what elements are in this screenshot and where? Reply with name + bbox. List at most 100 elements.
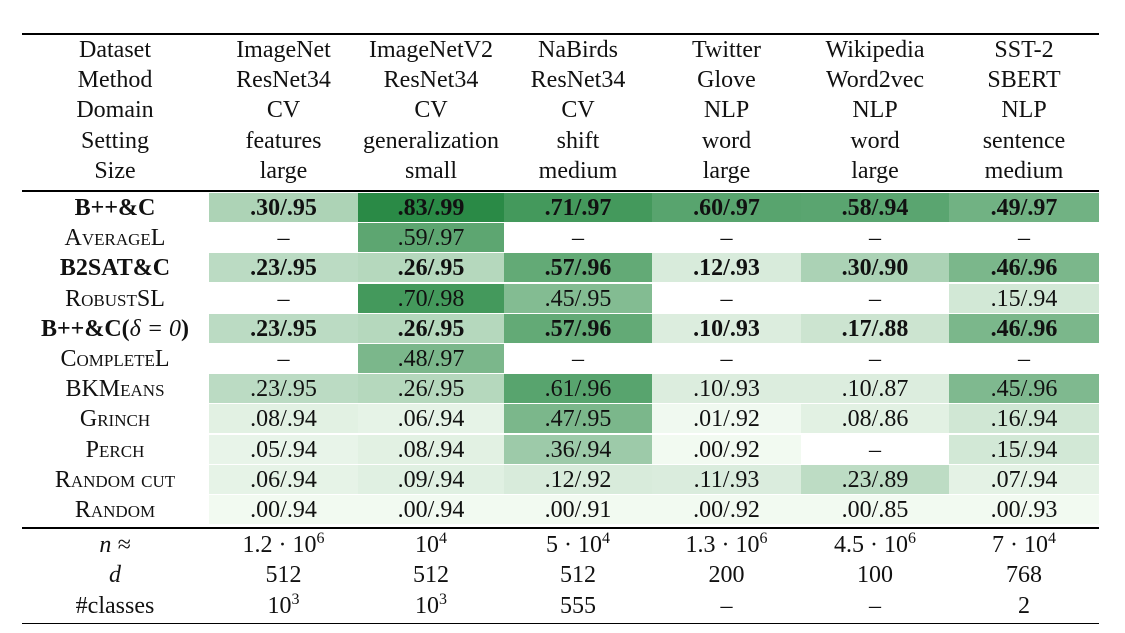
score-cell: .23/.95	[209, 313, 358, 343]
score-cell: .11/.93	[652, 464, 801, 494]
header-cell: NLP	[852, 97, 898, 124]
method-name-text: B2SAT&C	[59, 255, 171, 282]
footer-value: 10	[415, 592, 439, 619]
header-cell: ResNet34	[383, 67, 479, 94]
footer-cell: 4.5 · 106	[801, 530, 949, 560]
score-cell: –	[869, 285, 881, 312]
method-name-text: B++&C	[74, 195, 156, 221]
method-name: AverageL	[22, 223, 208, 253]
score-cell: .23/.89	[801, 464, 949, 494]
footer-cell: –	[801, 591, 949, 621]
header-cell: ImageNetV2	[369, 37, 493, 63]
footer-value: 10	[267, 592, 292, 619]
footer-cell: 200	[652, 560, 801, 590]
method-param: δ = 0	[129, 315, 182, 342]
footer-cell: 100	[801, 560, 949, 590]
score-cell: –	[720, 225, 733, 252]
footer-cell: 1.3 · 106	[652, 530, 801, 560]
footer-cell: 512	[504, 560, 652, 590]
method-name-text: B++&C(	[40, 315, 130, 342]
footer-cell: –	[652, 591, 801, 621]
table-row: RobustSL – .70/.98.45/.95 – – .15/.94	[22, 283, 1099, 314]
method-name-text: Grinch	[79, 406, 151, 433]
header-cell: features	[245, 127, 322, 154]
header-cell: Glove	[697, 67, 756, 94]
score-cell: .30/.95	[209, 193, 358, 222]
score-cell: .49/.97	[949, 193, 1099, 222]
method-name: Perch	[22, 435, 208, 465]
method-name: Random	[22, 495, 208, 525]
footer-exponent: 6	[908, 530, 916, 548]
body-rule	[22, 527, 1099, 529]
score-cell: –	[869, 346, 881, 372]
footer-cell: 2	[949, 591, 1099, 621]
score-cell: .23/.95	[209, 374, 358, 404]
score-cell: .00/.92	[652, 434, 801, 464]
table-row: B++&C(δ = 0) .23/.95.26/.95.57/.96.10/.93…	[22, 313, 1099, 344]
footer-label: #classes	[75, 592, 155, 619]
score-cell: .61/.96	[504, 374, 652, 404]
footer-value: 1.3 · 10	[685, 532, 760, 559]
table-row: BKMeans .23/.95.26/.95.61/.96.10/.93.10/.…	[22, 374, 1099, 404]
table-row: Random cut .06/.94.09/.94.12/.92.11/.93.2…	[22, 464, 1099, 495]
footer-cell: 512	[358, 560, 504, 590]
score-cell: .00/.92	[652, 495, 801, 524]
header-cell: NLP	[1001, 97, 1047, 124]
score-cell: .08/.86	[801, 404, 949, 434]
footer-value: 100	[857, 562, 893, 589]
footer-exponent: 6	[316, 530, 325, 548]
score-cell: .01/.92	[652, 404, 801, 434]
header-cell: CV	[561, 97, 595, 124]
header-rule	[22, 190, 1099, 192]
score-cell: .12/.92	[504, 464, 652, 494]
header-cell: SST-2	[994, 37, 1054, 63]
score-cell: .57/.96	[504, 253, 652, 283]
method-name-text: Random	[74, 497, 156, 523]
method-name: RobustSL	[22, 284, 208, 314]
score-cell: .17/.88	[801, 313, 949, 343]
footer-value: 512	[413, 562, 449, 589]
footer-exponent: 3	[439, 590, 447, 608]
score-cell: –	[277, 346, 290, 372]
score-cell: .12/.93	[652, 253, 801, 283]
header-cell: Word2vec	[825, 67, 925, 94]
header-label: Dataset	[79, 37, 151, 63]
score-cell: .00/.93	[949, 495, 1099, 524]
header-cell: large	[702, 157, 751, 184]
footer-exponent: 6	[759, 530, 768, 548]
score-cell: .00/.85	[801, 495, 949, 524]
score-cell: .60/.97	[652, 193, 801, 222]
score-cell: .00/.94	[209, 495, 358, 524]
method-name: B2SAT&C	[22, 253, 208, 283]
score-cell: –	[720, 346, 733, 372]
score-cell: .47/.95	[504, 404, 652, 434]
score-cell: .45/.95	[504, 283, 652, 313]
method-name-text: RobustSL	[65, 285, 165, 312]
header-label: Method	[77, 67, 153, 94]
table-row: B++&C .30/.95.83/.99.71/.97.60/.97.58/.94…	[22, 193, 1099, 223]
score-cell: .45/.96	[949, 374, 1099, 404]
score-cell: –	[1018, 225, 1030, 252]
score-cell: –	[277, 225, 290, 252]
header-cell: sentence	[982, 127, 1066, 154]
footer-value: 10	[415, 532, 439, 559]
method-name: B++&C	[22, 193, 208, 223]
method-name: B++&C(δ = 0)	[22, 314, 208, 344]
header-cell: medium	[538, 157, 618, 184]
header-cell: generalization	[363, 127, 499, 154]
method-name: BKMeans	[22, 374, 208, 404]
footer-value: 200	[708, 562, 745, 589]
footer-cell: 512	[209, 560, 358, 590]
method-name-text: BKMeans	[65, 376, 165, 403]
header-label: Domain	[76, 97, 154, 124]
header-cell: CV	[414, 97, 448, 124]
footer-cell: 555	[504, 591, 652, 621]
score-cell: .58/.94	[801, 193, 949, 222]
score-cell: .48/.97	[358, 344, 504, 373]
footer-cell: 5 · 104	[504, 530, 652, 560]
score-cell: .70/.98	[358, 283, 504, 313]
footer-value: 4.5 · 10	[834, 532, 908, 559]
footer-cell: 768	[949, 560, 1099, 590]
header-cell: Twitter	[692, 37, 761, 63]
score-cell: –	[869, 436, 881, 463]
